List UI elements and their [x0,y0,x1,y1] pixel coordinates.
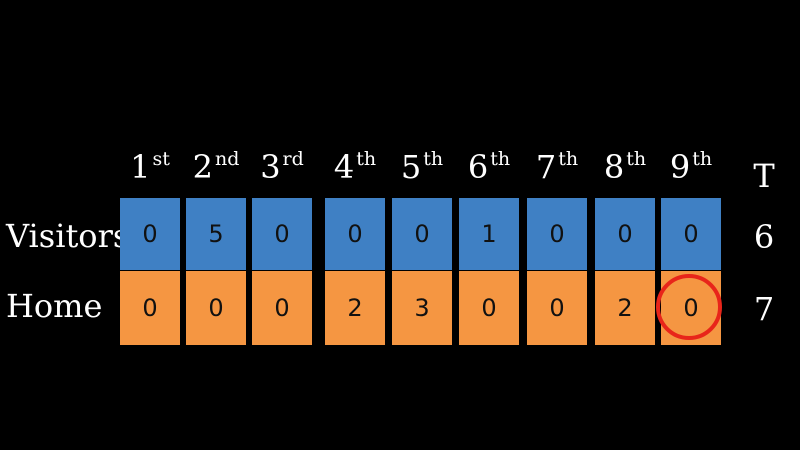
score-cell-visitors-8: 0 [595,198,655,270]
row-label-home: Home [6,287,103,325]
score-cell-home-2: 0 [186,271,246,345]
score-cell-home-7: 0 [527,271,587,345]
score-cell-home-1: 0 [120,271,180,345]
score-cell-visitors-3: 0 [252,198,312,270]
score-cell-home-6: 0 [459,271,519,345]
score-cell-visitors-1: 0 [120,198,180,270]
score-cell-home-8: 2 [595,271,655,345]
total-header: T [753,157,775,195]
score-cell-visitors-7: 0 [527,198,587,270]
score-cell-home-4: 2 [325,271,385,345]
row-label-visitors: Visitors [6,217,130,255]
total-visitors: 6 [753,218,775,256]
total-home: 7 [753,290,775,328]
score-cell-visitors-2: 5 [186,198,246,270]
score-cell-visitors-5: 0 [392,198,452,270]
score-cell-home-9: 0 [661,271,721,345]
score-cell-home-3: 0 [252,271,312,345]
score-cell-visitors-9: 0 [661,198,721,270]
score-cell-visitors-4: 0 [325,198,385,270]
score-cell-home-5: 3 [392,271,452,345]
score-cell-visitors-6: 1 [459,198,519,270]
